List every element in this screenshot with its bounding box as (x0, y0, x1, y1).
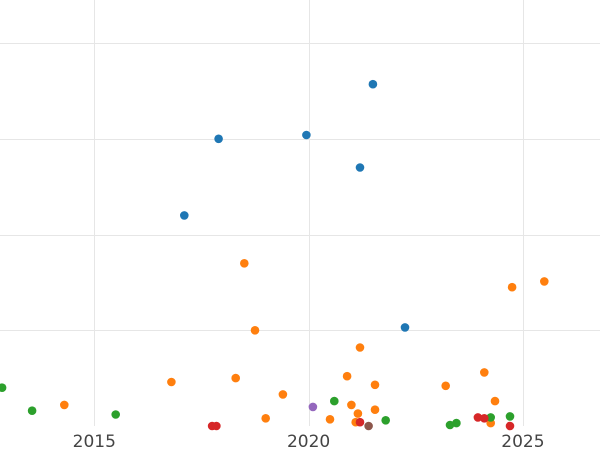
data-point-s3-2 (355, 417, 365, 427)
data-point-s1-5 (261, 414, 271, 423)
data-point-s1-12 (355, 343, 365, 352)
data-point-s3-1 (212, 421, 221, 431)
data-point-s1-18 (490, 396, 500, 406)
data-point-s1-0 (60, 400, 69, 410)
data-point-s3-5 (505, 421, 515, 431)
x-tick-label: 2020 (287, 432, 330, 450)
data-point-s4-0 (308, 402, 318, 412)
data-point-s1-6 (278, 390, 288, 399)
data-point-s2-6 (452, 418, 461, 428)
data-point-s1-20 (540, 277, 549, 286)
data-point-s2-2 (111, 410, 120, 419)
data-point-s1-19 (507, 282, 517, 292)
data-point-s1-13 (370, 405, 380, 415)
x-tick-label: 2015 (73, 432, 116, 450)
data-point-s2-7 (486, 413, 496, 422)
data-point-s3-4 (480, 414, 489, 423)
data-point-s0-4 (368, 79, 378, 89)
data-point-s1-1 (167, 377, 176, 387)
data-point-s2-0 (0, 383, 7, 392)
data-point-s5-0 (364, 421, 373, 431)
data-point-s1-3 (240, 259, 249, 268)
data-point-s1-15 (441, 381, 451, 391)
data-point-s3-3 (473, 413, 483, 422)
data-point-s1-7 (325, 415, 335, 424)
data-point-s1-8 (342, 371, 352, 381)
data-point-s2-4 (381, 416, 391, 425)
data-points (0, 79, 549, 431)
data-point-s2-3 (330, 396, 339, 406)
data-point-s1-11 (353, 409, 363, 418)
data-point-s2-8 (505, 412, 515, 421)
data-point-s0-1 (214, 134, 223, 144)
data-point-s1-14 (370, 380, 380, 390)
data-point-s0-2 (302, 130, 311, 140)
x-tick-label: 2025 (501, 432, 544, 450)
data-point-s1-16 (480, 368, 489, 377)
data-point-s0-3 (355, 163, 365, 172)
data-point-s2-1 (27, 406, 37, 416)
data-point-s0-5 (400, 323, 410, 332)
gridlines (0, 0, 600, 426)
data-point-s1-2 (231, 373, 240, 383)
x-axis-ticks: 2015 2020 2025 (73, 432, 545, 450)
data-point-s0-0 (180, 211, 189, 220)
data-point-s1-9 (347, 400, 356, 410)
data-point-s1-4 (250, 326, 260, 335)
